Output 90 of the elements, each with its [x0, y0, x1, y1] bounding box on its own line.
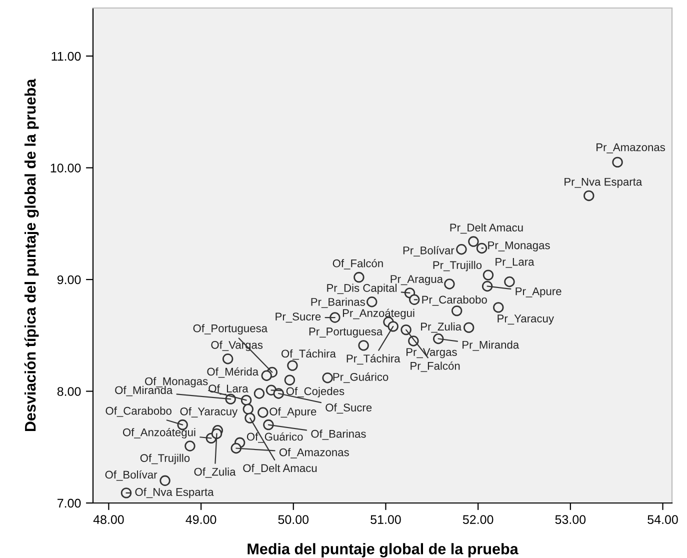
- annotation: Pr_Bolívar: [403, 246, 454, 256]
- point: [358, 340, 369, 351]
- annotation: Pr_Apure: [516, 287, 562, 298]
- y-axis-title: Desviación típica del puntaje global de la prueba: [24, 78, 39, 432]
- annotation: Pr_Dis Capital: [327, 284, 397, 294]
- point: [322, 372, 333, 384]
- annotation: Of_Sucre: [326, 403, 372, 414]
- annotation: Pr_Lara: [496, 258, 534, 268]
- point: [468, 236, 479, 247]
- y-tick-label: 8.00: [57, 387, 81, 396]
- annotation: Pr_Guárico: [333, 372, 388, 383]
- annotation: Pr_Barinas: [311, 298, 365, 308]
- annotation: Pr_Amazonas: [596, 143, 666, 154]
- point: [388, 321, 398, 332]
- annotation: Of_Nva Esparta: [135, 488, 214, 498]
- annotation: Of_Amazonas: [279, 448, 349, 458]
- annotation: Pr_Delt Amacu: [450, 223, 523, 234]
- point: [409, 294, 420, 305]
- point: [284, 374, 296, 386]
- annotation: Pr_Sucre: [276, 312, 321, 323]
- x-tick-label: 48.00: [93, 515, 124, 524]
- point: [230, 442, 242, 454]
- point: [504, 276, 515, 288]
- point: [120, 488, 132, 498]
- x-tick-label: 54.00: [648, 515, 678, 524]
- annotation: Of_Falcón: [332, 258, 383, 270]
- annotation: Pr_Falcón: [410, 362, 460, 372]
- point: [482, 270, 494, 280]
- point: [184, 440, 196, 452]
- annotation: Pr_Yaracuy: [498, 314, 554, 325]
- annotation: Of_Portuguesa: [193, 324, 268, 334]
- annotation: Of_Anzoátegui: [122, 428, 196, 438]
- point: [261, 370, 272, 381]
- point: [463, 322, 474, 333]
- annotation: Pr_Monagas: [488, 241, 550, 252]
- annotation: Pr_Anzoátegui: [342, 308, 414, 320]
- point: [451, 305, 462, 316]
- annotation: Of_Yaracuy: [180, 407, 238, 418]
- point: [242, 404, 254, 414]
- annotation: Pr_Portuguesa: [309, 328, 383, 338]
- x-tick-label: 53.00: [555, 515, 586, 524]
- annotation: Of_Lara: [208, 384, 248, 395]
- point: [433, 333, 444, 344]
- point: [222, 354, 234, 364]
- point: [287, 360, 298, 371]
- x-axis-title: Media del puntaje global de la prueba: [248, 543, 518, 558]
- annotation: Of_Barinas: [311, 430, 366, 440]
- point: [354, 272, 364, 283]
- point: [160, 475, 170, 486]
- y-tick-label: 10.00: [50, 164, 81, 172]
- x-tick-label: 52.00: [462, 515, 494, 524]
- annotation: Pr_Aragua: [390, 275, 444, 286]
- annotation: Of_Bolívar: [105, 470, 158, 481]
- point: [366, 296, 378, 308]
- annotation: Of_Zulia: [194, 468, 236, 478]
- annotation: Pr_Zulia: [421, 322, 462, 333]
- point: [456, 244, 467, 255]
- annotation: Of_Apure: [270, 407, 316, 418]
- annotation: Of_Táchira: [282, 349, 336, 360]
- annotation: Pr_Miranda: [462, 340, 520, 351]
- point: [263, 419, 274, 430]
- point: [258, 407, 268, 418]
- annotation: Of_Carabobo: [106, 406, 172, 417]
- point: [244, 412, 256, 424]
- point: [211, 428, 222, 440]
- x-tick-label: 49.00: [186, 515, 216, 524]
- annotation: Pr_Carabobo: [422, 295, 487, 306]
- point: [493, 302, 504, 313]
- y-tick-label: 9.00: [57, 275, 81, 284]
- annotation: Of_Cojedes: [286, 386, 344, 398]
- x-tick-label: 51.00: [370, 515, 401, 524]
- point: [400, 324, 412, 336]
- annotation: Of_Mérida: [207, 367, 259, 378]
- point: [330, 312, 340, 323]
- annotation: Of_Delt Amacu: [243, 464, 317, 474]
- point: [476, 242, 488, 254]
- point: [612, 156, 623, 168]
- x-tick-label: 50.00: [278, 515, 309, 524]
- y-tick-label: 7.00: [58, 498, 81, 508]
- annotation: Pr_Nva Esparta: [564, 178, 642, 188]
- annotation: Of_Monagas: [145, 377, 208, 388]
- point: [444, 278, 455, 290]
- point: [584, 190, 594, 202]
- annotation: Pr_Táchira: [346, 354, 400, 365]
- y-tick-label: 11.00: [52, 52, 81, 61]
- point: [254, 388, 265, 399]
- annotation: Pr_Trujillo: [433, 260, 482, 272]
- annotation: Of_Miranda: [115, 386, 173, 396]
- annotation: Of_Trujillo: [140, 454, 190, 464]
- point: [482, 280, 493, 292]
